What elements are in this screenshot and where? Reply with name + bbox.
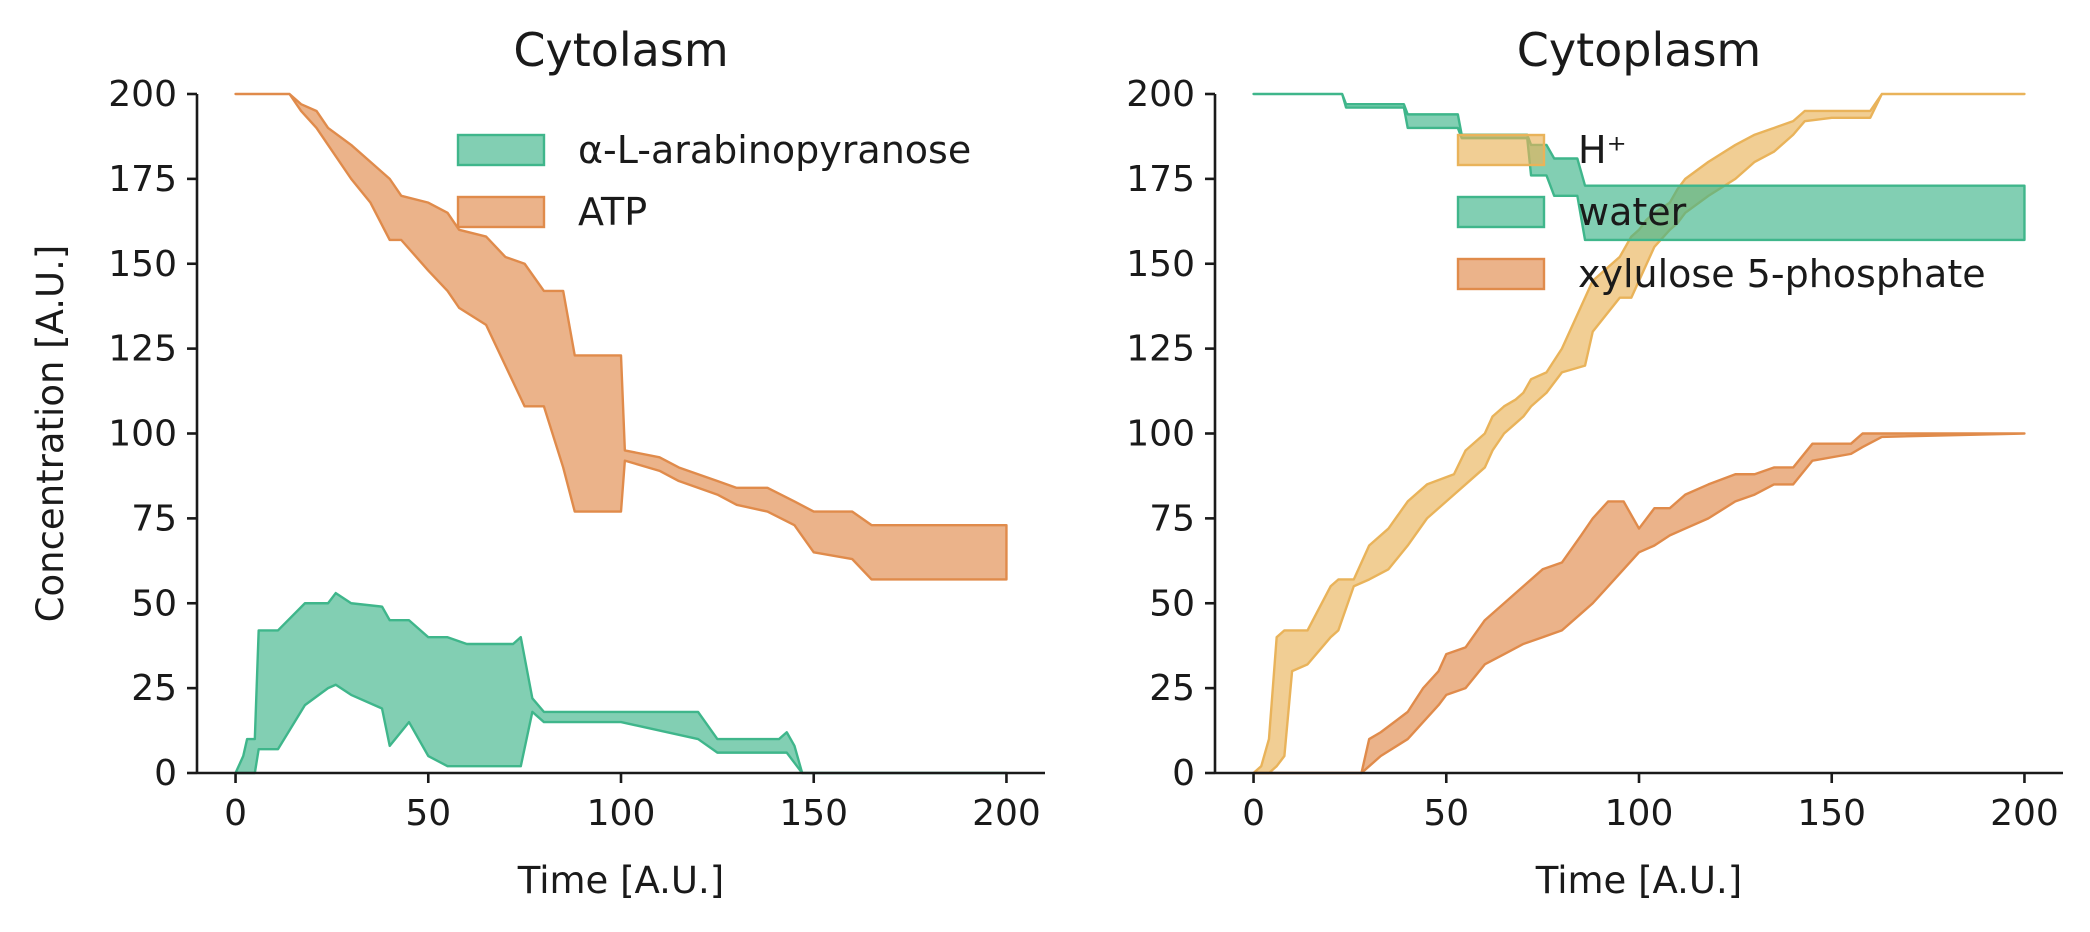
x-tick-label: 150	[779, 793, 848, 834]
y-tick-label: 0	[1172, 753, 1195, 794]
y-tick-label: 200	[1126, 74, 1195, 115]
y-tick-label: 0	[154, 753, 177, 794]
legend-label: H⁺	[1578, 128, 1627, 172]
panel-cytoplasm: 0 25 50 75 100 125 150 175 200 0 50 100 150 200 Cytopl…	[1126, 23, 2063, 902]
x-axis-label: Time [A.U.]	[1535, 859, 1742, 902]
legend-swatch	[1456, 257, 1546, 291]
area-water	[1252, 92, 2026, 242]
y-tick-label: 75	[1149, 498, 1195, 539]
y-tick-label: 150	[108, 244, 177, 285]
y-tick-label: 125	[108, 329, 177, 370]
y-tick-label: 175	[1126, 159, 1195, 200]
x-tick-label: 50	[1423, 793, 1469, 834]
y-tick-label: 25	[131, 668, 177, 709]
x-tick-label: 200	[972, 793, 1041, 834]
x-axis-label: Time [A.U.]	[517, 859, 724, 902]
legend-label: α-L-arabinopyranose	[578, 128, 971, 172]
legend-swatch	[456, 133, 546, 167]
y-tick-label: 25	[1149, 668, 1195, 709]
y-tick-label: 75	[131, 498, 177, 539]
x-tick-label: 100	[1605, 793, 1674, 834]
y-tick-label: 100	[1126, 414, 1195, 455]
x-tick-label: 150	[1797, 793, 1866, 834]
area-xylulose-5-phosphate	[1252, 432, 2026, 775]
area-l-arabinopyranose	[234, 591, 1008, 775]
y-tick-label: 200	[108, 74, 177, 115]
x-tick-label: 50	[405, 793, 451, 834]
legend-label: ATP	[578, 190, 647, 234]
panel-cytolasm: 0 25 50 75 100 125 150 175 200 0 50 100 150 200 Cytola…	[29, 23, 1045, 902]
chart-title: Cytolasm	[513, 23, 728, 77]
x-tick-label: 200	[1990, 793, 2059, 834]
legend-label: xylulose 5-phosphate	[1578, 252, 1986, 296]
legend-swatch	[1456, 133, 1546, 167]
x-tick-label: 0	[1242, 793, 1265, 834]
y-tick-label: 150	[1126, 244, 1195, 285]
y-tick-label: 100	[108, 414, 177, 455]
legend-label: water	[1578, 190, 1687, 234]
legend-swatch	[456, 195, 546, 229]
y-tick-label: 50	[1149, 583, 1195, 624]
y-tick-label: 50	[131, 583, 177, 624]
y-tick-label: 175	[108, 159, 177, 200]
chart-title: Cytoplasm	[1517, 23, 1761, 77]
y-tick-label: 125	[1126, 329, 1195, 370]
x-tick-label: 100	[587, 793, 656, 834]
y-axis-label: Concentration [A.U.]	[29, 245, 72, 623]
legend-swatch	[1456, 195, 1546, 229]
area-atp	[234, 92, 1008, 581]
x-tick-label: 0	[224, 793, 247, 834]
